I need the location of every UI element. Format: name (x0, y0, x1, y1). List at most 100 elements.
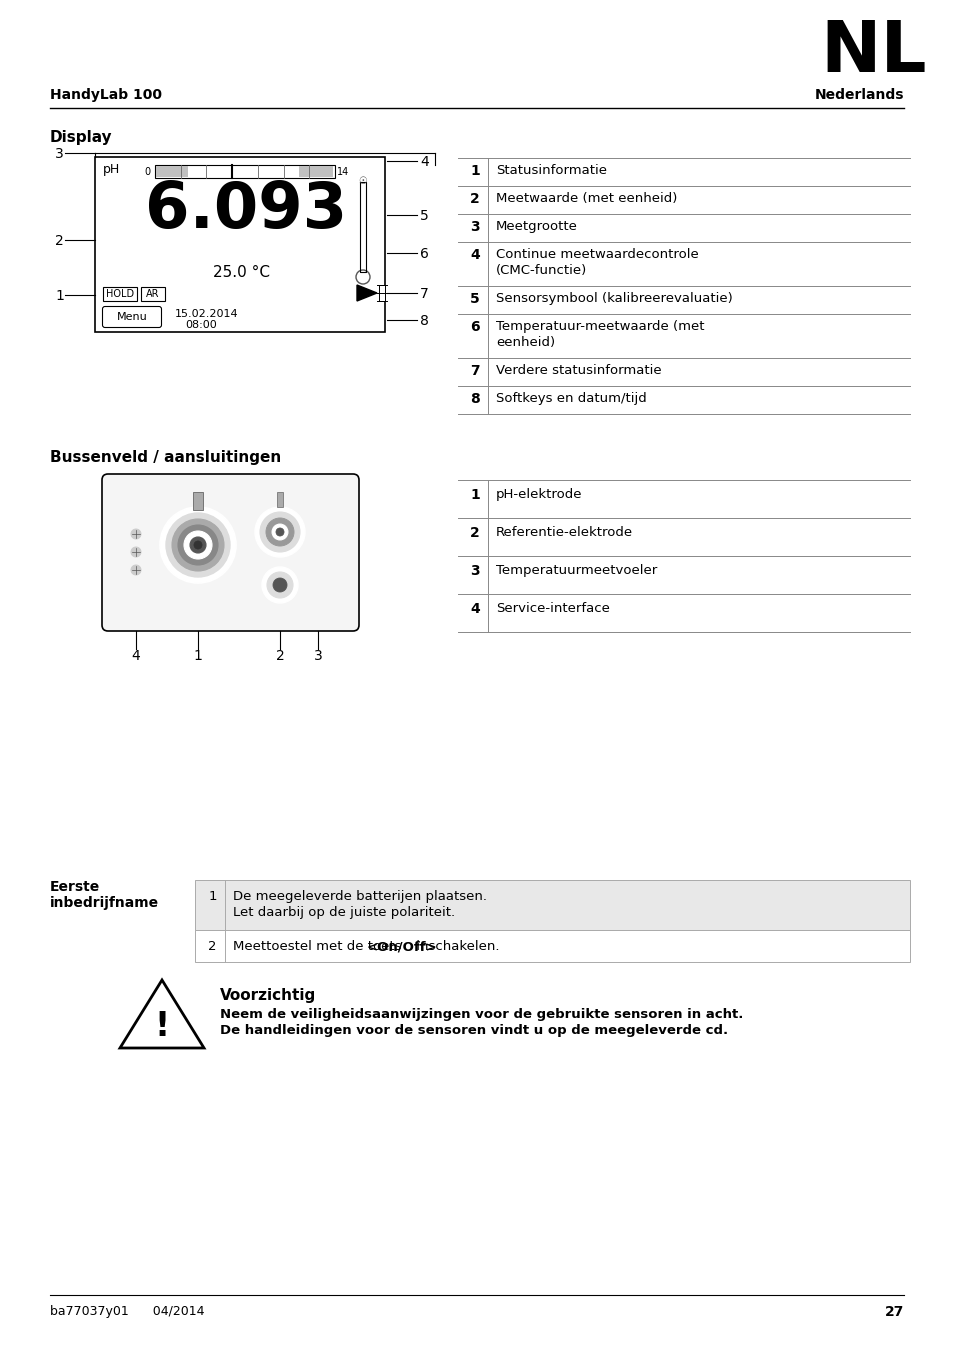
Text: 1: 1 (209, 890, 216, 903)
Text: NL: NL (820, 18, 925, 86)
Circle shape (166, 513, 230, 576)
Text: 3: 3 (314, 649, 322, 663)
Polygon shape (356, 285, 376, 301)
Circle shape (273, 578, 287, 593)
Text: Meetwaarde (met eenheid): Meetwaarde (met eenheid) (496, 192, 677, 205)
Circle shape (260, 512, 299, 552)
Text: 2: 2 (470, 192, 479, 207)
Bar (298, 166, 333, 177)
Text: 27: 27 (883, 1305, 903, 1319)
Circle shape (172, 518, 224, 571)
Text: Neem de veiligheidsaanwijzingen voor de gebruikte sensoren in acht.: Neem de veiligheidsaanwijzingen voor de … (220, 1008, 742, 1021)
Text: Voorzichtig: Voorzichtig (220, 988, 315, 1003)
Text: Temperatuur-meetwaarde (met: Temperatuur-meetwaarde (met (496, 320, 703, 333)
Circle shape (184, 531, 212, 559)
Circle shape (267, 572, 293, 598)
Text: 6: 6 (470, 320, 479, 333)
Text: 7: 7 (470, 364, 479, 378)
Text: 3: 3 (470, 220, 479, 234)
Text: 1: 1 (470, 487, 479, 502)
Text: 25.0 °C: 25.0 °C (213, 265, 270, 279)
Bar (103, 288, 137, 301)
Text: Let daarbij op de juiste polariteit.: Let daarbij op de juiste polariteit. (233, 906, 455, 919)
Text: De meegeleverde batterijen plaatsen.: De meegeleverde batterijen plaatsen. (233, 890, 486, 903)
Circle shape (193, 541, 202, 549)
Text: AR: AR (146, 289, 159, 298)
Text: Eerste: Eerste (50, 880, 100, 894)
Text: Meettoestel met de toets: Meettoestel met de toets (233, 940, 405, 953)
Text: !: ! (154, 1010, 170, 1044)
Text: De handleidingen voor de sensoren vindt u op de meegeleverde cd.: De handleidingen voor de sensoren vindt … (220, 1025, 727, 1037)
Text: Service-interface: Service-interface (496, 602, 609, 616)
Text: Nederlands: Nederlands (814, 88, 903, 103)
Text: inbedrijfname: inbedrijfname (50, 896, 159, 910)
Bar (156, 166, 188, 177)
Text: 7: 7 (419, 288, 428, 301)
Bar (194, 930, 909, 963)
Text: <On/Off>: <On/Off> (366, 940, 437, 953)
Text: 4: 4 (132, 649, 140, 663)
Text: Bussenveld / aansluitingen: Bussenveld / aansluitingen (50, 450, 281, 464)
Circle shape (272, 524, 288, 540)
Text: Menu: Menu (116, 312, 147, 323)
Text: 2: 2 (470, 526, 479, 540)
Bar (95, 157, 385, 332)
Text: 3: 3 (55, 147, 64, 161)
Circle shape (262, 567, 297, 603)
Text: Meetgrootte: Meetgrootte (496, 220, 578, 234)
Text: 0: 0 (145, 167, 151, 177)
Text: 6.093: 6.093 (145, 180, 347, 242)
Bar (193, 491, 203, 510)
Text: 5: 5 (419, 209, 428, 223)
Text: ba77037y01      04/2014: ba77037y01 04/2014 (50, 1305, 204, 1318)
Circle shape (190, 537, 206, 554)
Text: (CMC-functie): (CMC-functie) (496, 265, 587, 277)
Text: 2: 2 (275, 649, 284, 663)
Text: 4: 4 (470, 248, 479, 262)
Text: Statusinformatie: Statusinformatie (496, 163, 606, 177)
Text: ☉: ☉ (358, 176, 367, 186)
Polygon shape (120, 980, 204, 1048)
Text: 6: 6 (419, 247, 429, 261)
Text: eenheid): eenheid) (496, 336, 555, 350)
Text: 8: 8 (419, 315, 429, 328)
Text: 5: 5 (470, 292, 479, 306)
Circle shape (254, 508, 305, 558)
Bar (141, 288, 165, 301)
Text: Temperatuurmeetvoeler: Temperatuurmeetvoeler (496, 564, 657, 576)
Text: 14: 14 (336, 167, 349, 177)
Circle shape (178, 525, 218, 566)
Text: HOLD: HOLD (106, 289, 134, 298)
Text: pH-elektrode: pH-elektrode (496, 487, 582, 501)
Circle shape (160, 508, 235, 583)
Text: Referentie-elektrode: Referentie-elektrode (496, 526, 633, 539)
Circle shape (131, 529, 141, 539)
Bar (378, 285, 385, 301)
Text: inschakelen.: inschakelen. (412, 940, 499, 953)
Circle shape (275, 528, 284, 536)
Text: 3: 3 (470, 564, 479, 578)
Circle shape (131, 547, 141, 558)
Text: HandyLab 100: HandyLab 100 (50, 88, 162, 103)
Bar (154, 165, 335, 178)
Text: 1: 1 (193, 649, 202, 663)
Circle shape (266, 518, 294, 545)
Text: 8: 8 (470, 392, 479, 406)
Bar (276, 491, 283, 508)
Text: 08:00: 08:00 (185, 320, 216, 329)
Text: Verdere statusinformatie: Verdere statusinformatie (496, 364, 661, 377)
Text: 1: 1 (55, 289, 64, 302)
FancyBboxPatch shape (102, 306, 161, 328)
Text: 2: 2 (55, 234, 64, 248)
Bar (194, 880, 909, 930)
Text: Continue meetwaardecontrole: Continue meetwaardecontrole (496, 248, 698, 261)
Text: Softkeys en datum/tijd: Softkeys en datum/tijd (496, 392, 646, 405)
Text: 1: 1 (470, 163, 479, 178)
FancyBboxPatch shape (102, 474, 358, 630)
Circle shape (131, 566, 141, 575)
Text: 2: 2 (209, 940, 216, 953)
Text: 4: 4 (419, 155, 428, 169)
Text: Sensorsymbool (kalibreerevaluatie): Sensorsymbool (kalibreerevaluatie) (496, 292, 732, 305)
Text: 4: 4 (470, 602, 479, 616)
Text: pH: pH (103, 163, 120, 176)
